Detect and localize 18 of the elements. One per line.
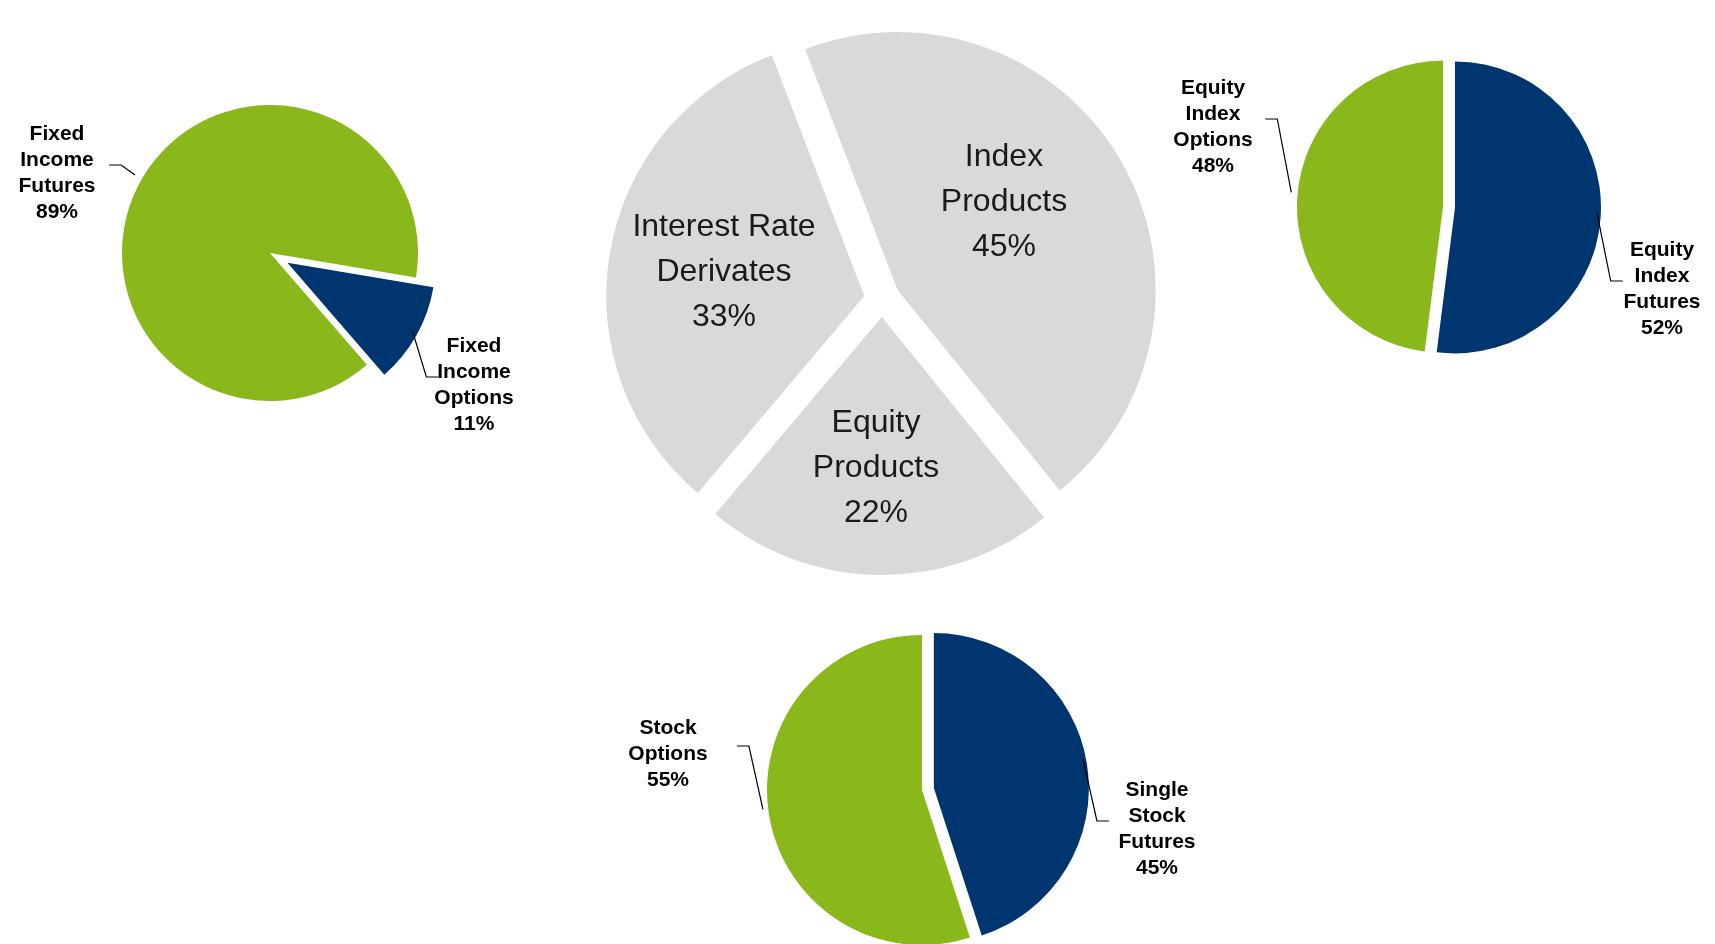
slice-label: Single Stock Futures: [1118, 776, 1196, 852]
data-label: 33%: [691, 297, 757, 333]
data-label: 52%: [1640, 314, 1684, 338]
slice-label: Fixed Income Futures: [18, 120, 96, 196]
data-label: 11%: [453, 410, 495, 434]
data-label: 89%: [35, 198, 79, 222]
data-label: 55%: [646, 766, 690, 790]
slice-label: Equity Index Options: [1173, 74, 1253, 150]
slice-label: Stock Options: [628, 714, 708, 764]
slice-label: Fixed Income Options: [434, 332, 514, 408]
data-label: 48%: [1191, 152, 1235, 176]
data-label: 22%: [843, 493, 909, 529]
slice-label: Index Products: [940, 137, 1068, 218]
slice-label: Equity Products: [812, 403, 940, 484]
slice-label: Interest Rate Derivates: [632, 207, 816, 288]
data-label: 45%: [1135, 854, 1179, 878]
slice-label: Equity Index Futures: [1623, 236, 1701, 312]
data-label: 45%: [971, 227, 1037, 263]
